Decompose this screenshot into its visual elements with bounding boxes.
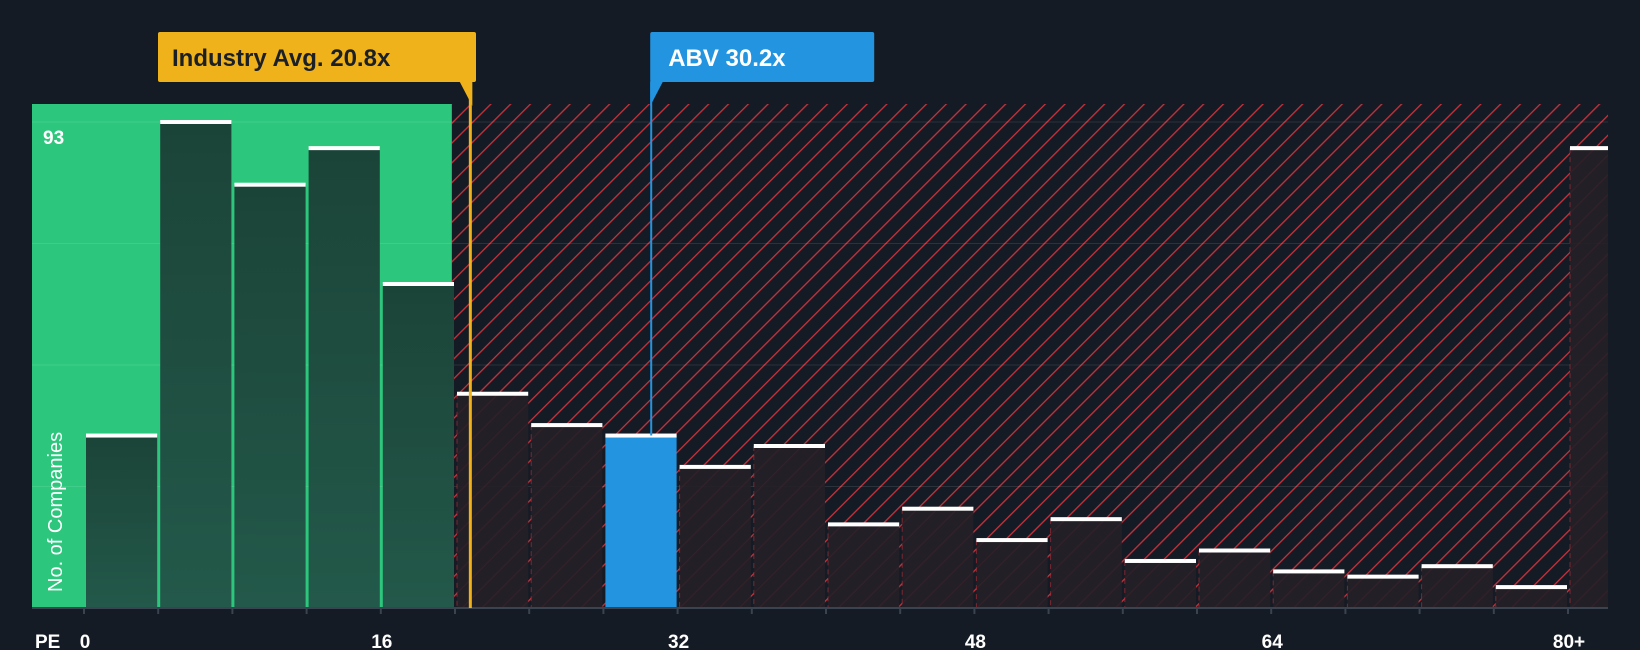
histogram-bar (1495, 587, 1567, 608)
histogram-bar (753, 446, 825, 608)
y-axis-label: No. of Companies (45, 432, 67, 592)
histogram-bar (828, 524, 900, 608)
histogram-bar (1570, 148, 1608, 608)
bar-cap (679, 464, 751, 469)
x-tick-label: 16 (371, 632, 392, 650)
x-axis-prefix: PE (35, 632, 60, 650)
bar-cap (86, 433, 158, 438)
industry-avg-callout: Industry Avg. 20.8x (158, 32, 476, 106)
histogram-bar (976, 540, 1048, 608)
x-tick-label: 80+ (1553, 632, 1585, 650)
histogram-bar (1050, 519, 1122, 608)
histogram-bar (234, 184, 306, 609)
bar-cap (902, 506, 974, 511)
bar-cap (1273, 569, 1345, 574)
histogram-bar (86, 435, 158, 608)
histogram-bar (382, 284, 454, 608)
bar-cap (605, 433, 677, 438)
histogram-bar (1347, 576, 1419, 608)
bar-cap (160, 120, 232, 124)
histogram-bar (160, 122, 232, 608)
industry-avg-label: Industry Avg. 20.8x (172, 45, 391, 72)
histogram-bar (1421, 566, 1493, 608)
histogram-bar (1273, 571, 1345, 608)
bar-cap (234, 182, 306, 187)
histogram-bar (457, 393, 529, 608)
histogram-bar (308, 148, 380, 608)
histogram-bar (531, 425, 603, 608)
y-max-label: 93 (43, 128, 64, 149)
histogram-bars (86, 120, 1608, 609)
bar-cap (531, 423, 603, 428)
histogram-bar (1124, 560, 1196, 608)
bar-cap (1050, 517, 1122, 522)
company-bar (605, 435, 677, 608)
bar-cap (753, 444, 825, 448)
x-tick-label: 64 (1262, 632, 1284, 650)
bar-cap (1347, 574, 1419, 579)
bar-cap (828, 522, 900, 527)
bar-cap (1124, 558, 1196, 563)
histogram-bar (902, 508, 974, 608)
histogram-bar (1199, 550, 1271, 608)
bar-cap (1199, 548, 1271, 553)
company-callout: ABV 30.2x (650, 32, 875, 106)
bar-cap (382, 282, 454, 286)
bar-cap (1495, 585, 1567, 590)
x-tick-label: 32 (668, 632, 689, 650)
bar-cap (1570, 146, 1608, 151)
histogram-bar (679, 466, 751, 608)
x-axis-ticks: 0 16 32 48 64 80+ (80, 608, 1585, 650)
x-tick-label: 48 (965, 632, 986, 650)
bar-cap (457, 391, 529, 396)
company-label: ABV 30.2x (668, 45, 786, 72)
bar-cap (308, 146, 380, 151)
bar-cap (1421, 564, 1493, 569)
x-tick-label: 0 (80, 632, 91, 650)
bar-cap (976, 538, 1048, 543)
